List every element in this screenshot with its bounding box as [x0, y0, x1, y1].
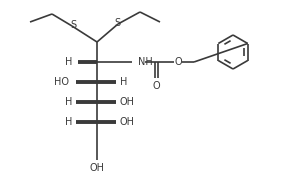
Text: OH: OH: [120, 117, 135, 127]
Text: S: S: [70, 20, 76, 30]
Text: HO: HO: [54, 77, 69, 87]
Text: H: H: [65, 97, 72, 107]
Text: S: S: [114, 18, 120, 28]
Text: O: O: [152, 81, 160, 91]
Text: H: H: [65, 117, 72, 127]
Text: O: O: [174, 57, 182, 67]
Text: NH: NH: [138, 57, 153, 67]
Text: H: H: [120, 77, 127, 87]
Text: H: H: [65, 57, 72, 67]
Text: OH: OH: [89, 163, 104, 173]
Text: OH: OH: [120, 97, 135, 107]
